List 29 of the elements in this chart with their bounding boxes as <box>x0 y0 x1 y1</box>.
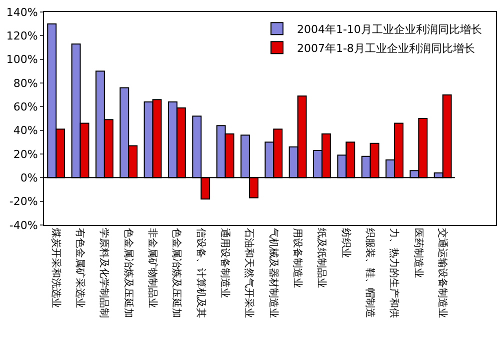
y-tick-label: -40% <box>9 218 38 232</box>
x-tick-label: 纸及纸制品业 <box>316 228 328 288</box>
x-tick-label: 通用设备制造业 <box>219 228 232 298</box>
y-tick-label: 140% <box>6 6 38 19</box>
y-tick-label: 0% <box>20 172 38 185</box>
y-tick-label: 20% <box>13 148 38 161</box>
x-tick-label: 医药制造业 <box>412 228 424 278</box>
y-tick-label: 60% <box>13 100 38 114</box>
x-tick-label: 色金属冶炼及压延加 <box>122 228 134 318</box>
x-tick-label: 交通运输设备制造业 <box>436 228 449 318</box>
x-tick-label: 非金属矿物制品业 <box>146 228 159 308</box>
y-tick-label: 40% <box>13 124 38 138</box>
x-tick-label: 色金属冶炼及压延加 <box>170 228 183 318</box>
x-tick-label: 信设备、计算机及其 <box>194 228 207 318</box>
legend-label: 2007年1-8月工业企业利润同比增长 <box>296 42 475 55</box>
x-tick-label: 用设备制造业 <box>292 228 304 288</box>
x-tick-label: 织服装、鞋、帽制造 <box>364 228 376 318</box>
legend-label: 2004年1-10月工业企业利润同比增长 <box>296 22 482 36</box>
x-tick-label: 力、热力的生产和供 <box>388 228 400 318</box>
x-tick-label: 有色金属矿采选业 <box>74 228 86 308</box>
x-tick-label: 学原料及化学制品制 <box>98 228 110 318</box>
y-tick-label: -20% <box>9 195 38 208</box>
y-tick-label: 80% <box>13 76 38 90</box>
y-tick-label: 120% <box>6 30 38 43</box>
x-tick-label: 石油和天然气开采业 <box>243 228 256 318</box>
x-tick-label: 煤炭开采和洗选业 <box>50 228 62 308</box>
x-tick-label: 纺织业 <box>340 228 352 258</box>
y-tick-label: 100% <box>6 53 38 66</box>
x-tick-label: 气机械及器材制造业 <box>267 228 280 318</box>
